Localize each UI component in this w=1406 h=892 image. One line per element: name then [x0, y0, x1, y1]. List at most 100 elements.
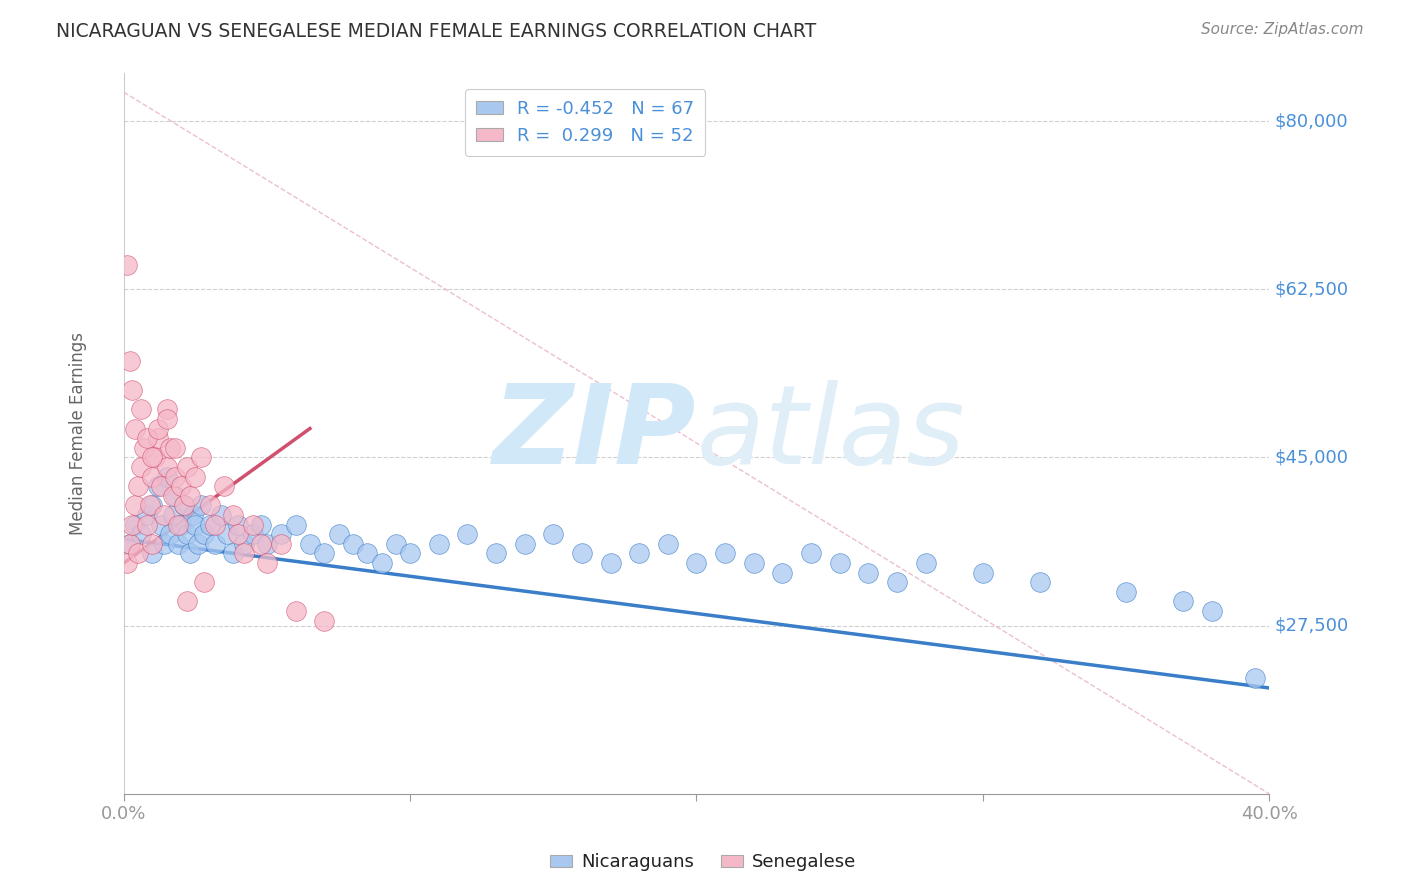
Point [215, 527, 238, 541]
Point [173, 499, 195, 513]
Point [399, 546, 422, 560]
Point [193, 527, 215, 541]
Point [129, 402, 152, 417]
Text: $80,000: $80,000 [1275, 112, 1348, 130]
Point [176, 594, 198, 608]
Point [121, 517, 143, 532]
Point [204, 537, 226, 551]
Point [173, 499, 195, 513]
Point [148, 479, 170, 493]
Point [141, 450, 163, 465]
Point [284, 604, 307, 618]
Point [135, 508, 157, 522]
Text: $45,000: $45,000 [1275, 449, 1348, 467]
Point [221, 546, 243, 560]
Point [204, 517, 226, 532]
Point [685, 556, 707, 570]
Point [328, 527, 350, 541]
Point [129, 459, 152, 474]
Point [914, 556, 936, 570]
Point [170, 517, 193, 532]
Point [176, 459, 198, 474]
Point [714, 546, 737, 560]
Point [184, 469, 207, 483]
Point [121, 383, 143, 397]
Point [342, 537, 364, 551]
Point [198, 517, 221, 532]
Point [456, 527, 478, 541]
Point [250, 517, 273, 532]
Point [153, 537, 176, 551]
Point [298, 537, 321, 551]
Point [167, 537, 190, 551]
Point [141, 469, 163, 483]
Point [135, 517, 157, 532]
Point [179, 546, 201, 560]
Point [886, 575, 908, 590]
Point [156, 469, 179, 483]
Point [256, 556, 278, 570]
Point [828, 556, 851, 570]
Point [571, 546, 593, 560]
Point [115, 556, 138, 570]
Point [1115, 585, 1137, 599]
Point [233, 546, 256, 560]
Point [135, 431, 157, 445]
Point [198, 499, 221, 513]
Point [485, 546, 508, 560]
Point [170, 479, 193, 493]
Point [167, 517, 190, 532]
Point [242, 527, 264, 541]
Point [543, 527, 565, 541]
Legend: Nicaraguans, Senegalese: Nicaraguans, Senegalese [543, 847, 863, 879]
Point [162, 489, 184, 503]
Point [159, 527, 181, 541]
Point [1201, 604, 1223, 618]
Text: $27,500: $27,500 [1275, 616, 1350, 634]
Point [127, 479, 149, 493]
Point [190, 450, 212, 465]
Text: ZIP: ZIP [494, 380, 696, 487]
Point [150, 479, 173, 493]
Point [153, 508, 176, 522]
Point [284, 517, 307, 532]
Text: atlas: atlas [696, 380, 965, 487]
Point [132, 441, 155, 455]
Point [179, 489, 201, 503]
Point [124, 517, 146, 532]
Point [742, 556, 765, 570]
Point [190, 499, 212, 513]
Point [118, 354, 141, 368]
Point [118, 537, 141, 551]
Point [141, 499, 163, 513]
Point [858, 566, 880, 580]
Point [124, 499, 146, 513]
Point [256, 537, 278, 551]
Point [212, 479, 235, 493]
Point [118, 537, 141, 551]
Point [115, 258, 138, 272]
Point [181, 508, 204, 522]
Point [270, 537, 292, 551]
Point [162, 508, 184, 522]
Point [138, 499, 160, 513]
Text: $62,500: $62,500 [1275, 280, 1348, 298]
Point [599, 556, 621, 570]
Point [385, 537, 408, 551]
Point [270, 527, 292, 541]
Point [148, 421, 170, 435]
Point [176, 527, 198, 541]
Point [159, 441, 181, 455]
Point [972, 566, 994, 580]
Point [143, 450, 166, 465]
Point [228, 527, 250, 541]
Point [250, 537, 273, 551]
Point [129, 527, 152, 541]
Text: NICARAGUAN VS SENEGALESE MEDIAN FEMALE EARNINGS CORRELATION CHART: NICARAGUAN VS SENEGALESE MEDIAN FEMALE E… [56, 22, 817, 41]
Point [184, 517, 207, 532]
Point [156, 459, 179, 474]
Point [141, 546, 163, 560]
Point [156, 412, 179, 426]
Point [209, 508, 232, 522]
Point [221, 508, 243, 522]
